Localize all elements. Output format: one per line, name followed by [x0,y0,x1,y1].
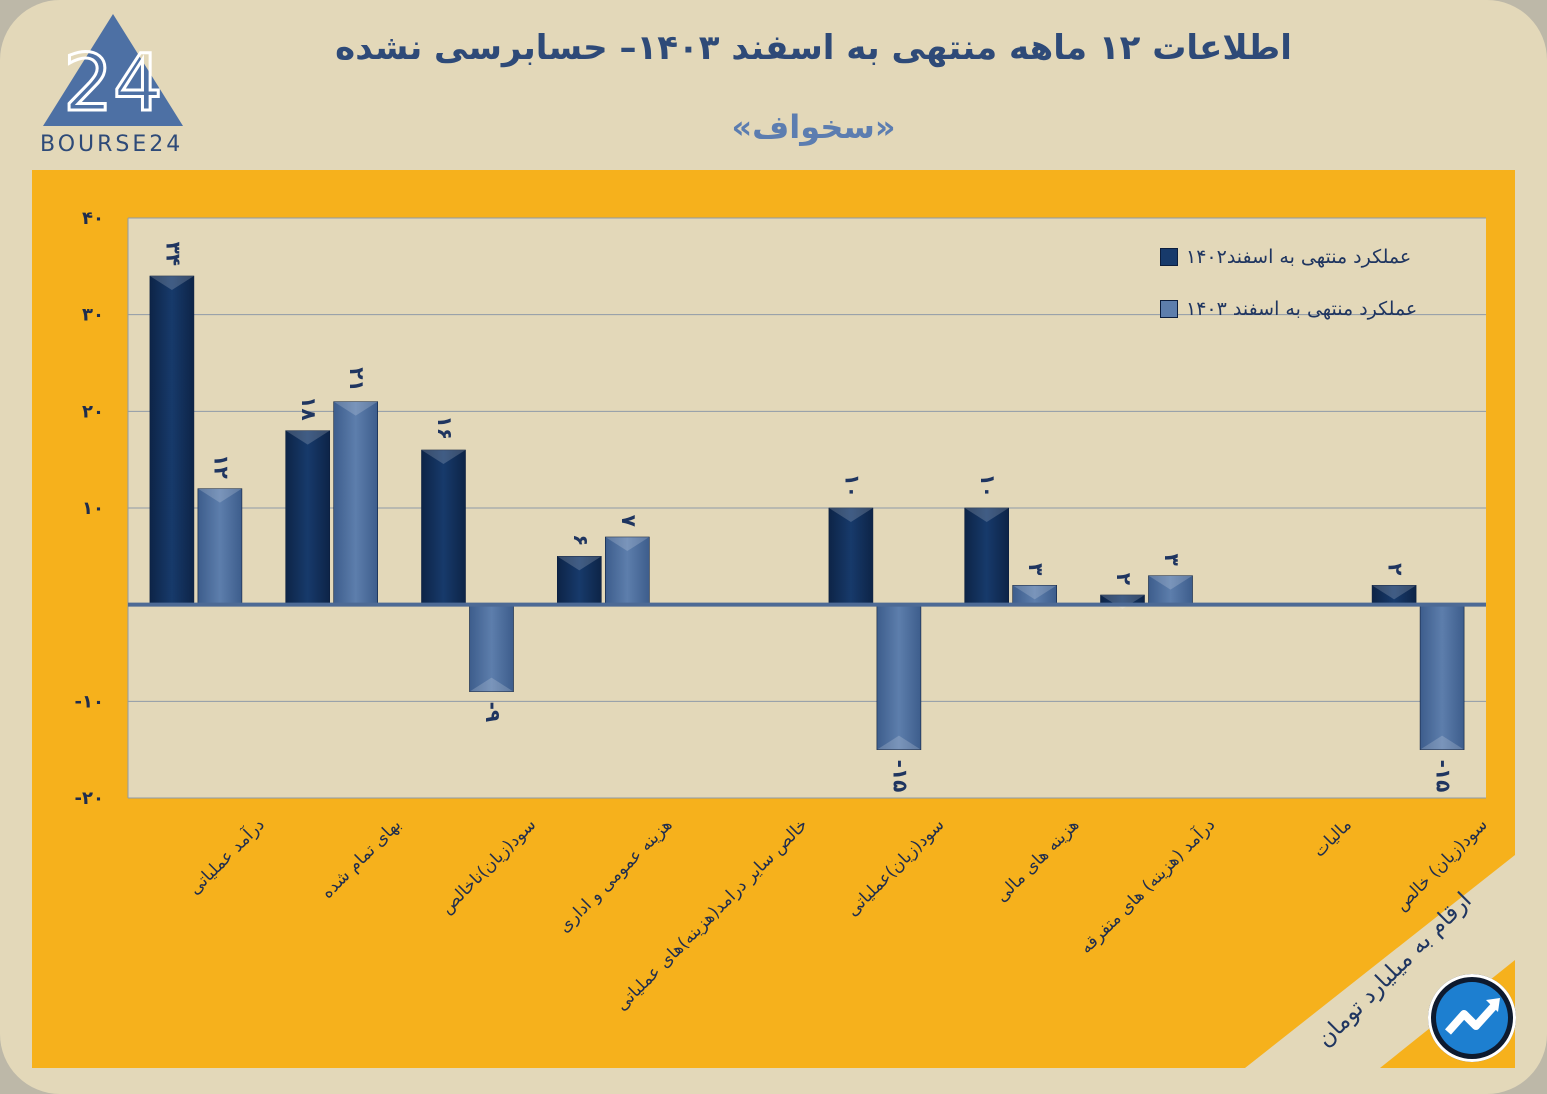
legend-item-1403: عملکرد منتهی به اسفند ۱۴۰۳ [1160,296,1480,322]
data-label: -۱۵ [888,760,912,793]
bar-bevel [1372,585,1417,600]
bar-1403 [333,401,379,605]
legend-swatch-1402 [1160,248,1178,266]
bar-1402 [285,430,331,605]
data-label: ۳۴ [161,242,185,266]
bar-1402 [421,449,466,605]
bar-1402 [556,556,602,605]
legend-label-1402: عملکرد منتهی به اسفند۱۴۰۲ [1186,246,1412,268]
y-tick-label: -۲۰ [75,788,104,809]
y-tick-label: ۲۰ [82,401,104,422]
bourse24-logo: 24 [43,14,183,131]
bar-1403 [604,536,650,605]
bar-bevel [469,677,514,692]
bar-bevel [876,735,921,750]
bar-bevel [557,556,602,571]
y-tick-label: ۴۰ [82,208,104,229]
legend-label-1403: عملکرد منتهی به اسفند ۱۴۰۳ [1186,298,1418,320]
data-label: ۱۰ [976,474,1000,498]
data-label: ۱۶ [433,416,457,440]
bar-bevel [605,537,650,551]
trend-arrow-icon [1436,982,1508,1054]
bar-1402 [828,507,874,605]
bar-1402 [964,507,1010,605]
data-label: ۲ [1112,573,1136,585]
data-label: ۶ [569,534,593,546]
data-label: -۱۵ [1432,760,1456,793]
bar-bevel [1012,585,1057,600]
bar-bevel [1420,735,1465,750]
chart-badge [1428,974,1516,1062]
bar-1403 [876,604,922,750]
data-label: ۱۰ [840,474,864,498]
data-label: ۲۱ [345,367,369,391]
legend-item-1402: عملکرد منتهی به اسفند۱۴۰۲ [1160,244,1480,270]
legend: عملکرد منتهی به اسفند۱۴۰۲ عملکرد منتهی ب… [1160,244,1480,348]
bar-1403 [197,488,243,605]
bar-1402 [149,275,195,605]
data-label: -۹ [481,702,505,723]
y-tick-label: ۳۰ [82,305,104,326]
bar-1403 [1419,604,1465,750]
data-label: ۱۸ [297,396,321,420]
bar-bevel [149,276,194,290]
bar-bevel [828,508,873,522]
data-label: ۲ [1384,563,1408,575]
y-tick-label: ۱۰ [82,498,104,519]
data-label: ۳ [1024,563,1048,575]
svg-text:24: 24 [63,39,162,129]
data-label: ۷ [617,515,641,527]
bar-bevel [964,508,1009,522]
data-label: ۱۲ [209,454,233,478]
data-label: ۳ [1160,553,1184,565]
bar-bevel [333,401,378,416]
bar-1403 [469,604,514,692]
bar-1403 [1148,575,1193,605]
brand-name: BOURSE24 [40,132,184,157]
y-tick-label: -۱۰ [75,691,104,712]
bar-bevel [285,430,330,445]
bar-bevel [421,450,466,464]
bar-bevel [1100,595,1145,609]
chart-title: اطلاعات ۱۲ ماهه منتهی به اسفند ۱۴۰۳– حسا… [335,28,1292,68]
company-symbol: «سخواف» [731,108,896,146]
bar-bevel [197,488,242,503]
legend-swatch-1403 [1160,300,1178,318]
bar-bevel [1148,575,1193,590]
